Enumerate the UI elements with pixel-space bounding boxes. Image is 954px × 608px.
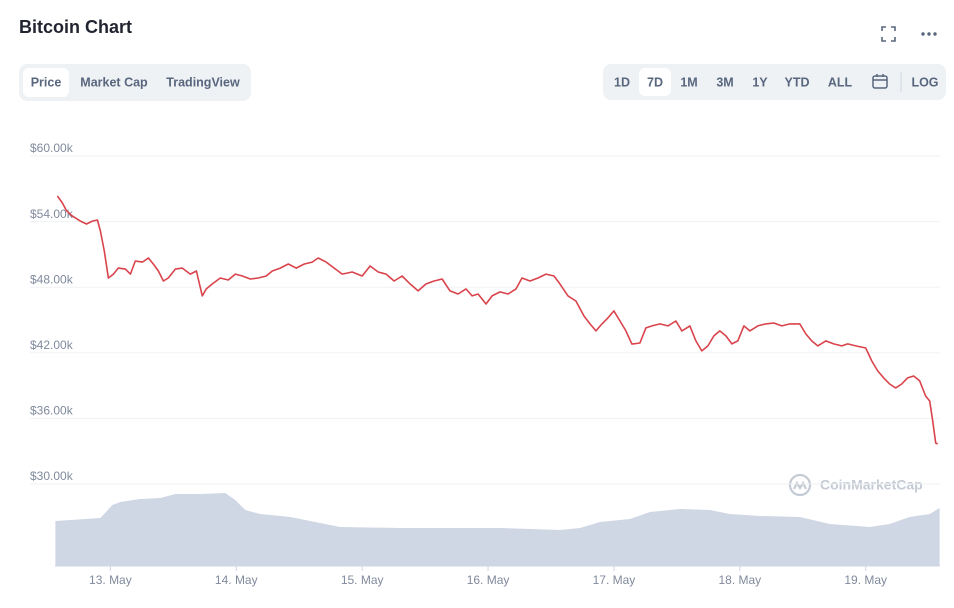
y-tick-label: $48.00k xyxy=(30,272,74,286)
x-tick-label: 14. May xyxy=(215,573,258,587)
tab[interactable]: Price xyxy=(31,75,62,89)
fullscreen-icon[interactable] xyxy=(881,26,896,42)
x-tick-label: 15. May xyxy=(341,573,384,587)
price-line xyxy=(56,195,938,445)
range-button[interactable]: 7D xyxy=(647,75,663,89)
y-tick-label: $54.00k xyxy=(30,207,74,221)
range-button[interactable]: 1M xyxy=(680,75,697,89)
x-tick-label: 17. May xyxy=(593,573,636,587)
range-button[interactable]: 1Y xyxy=(752,75,768,89)
volume-area xyxy=(55,493,940,566)
chart-title: Bitcoin Chart xyxy=(19,17,132,37)
tab[interactable]: Market Cap xyxy=(80,75,148,89)
tab-group xyxy=(19,64,251,101)
tab[interactable]: TradingView xyxy=(166,75,240,89)
active-range xyxy=(639,68,671,96)
watermark-logo xyxy=(788,473,812,497)
y-tick-label: $42.00k xyxy=(30,338,74,352)
range-button[interactable]: 1D xyxy=(614,75,630,89)
watermark: CoinMarketCap xyxy=(820,477,923,493)
calendar-icon[interactable] xyxy=(872,74,888,89)
y-tick-label: $30.00k xyxy=(30,469,74,483)
range-button[interactable]: 3M xyxy=(716,75,733,89)
log-button[interactable]: LOG xyxy=(911,75,938,89)
x-tick-label: 19. May xyxy=(844,573,887,587)
y-tick-label: $36.00k xyxy=(30,404,74,418)
more-icon[interactable] xyxy=(921,32,937,36)
x-tick-label: 18. May xyxy=(718,573,761,587)
active-tab xyxy=(23,68,69,97)
range-button[interactable]: YTD xyxy=(785,75,810,89)
x-tick-label: 16. May xyxy=(467,573,510,587)
y-tick-label: $60.00k xyxy=(30,141,74,155)
range-group xyxy=(603,64,946,100)
x-tick-label: 13. May xyxy=(89,573,132,587)
range-button[interactable]: ALL xyxy=(828,75,853,89)
